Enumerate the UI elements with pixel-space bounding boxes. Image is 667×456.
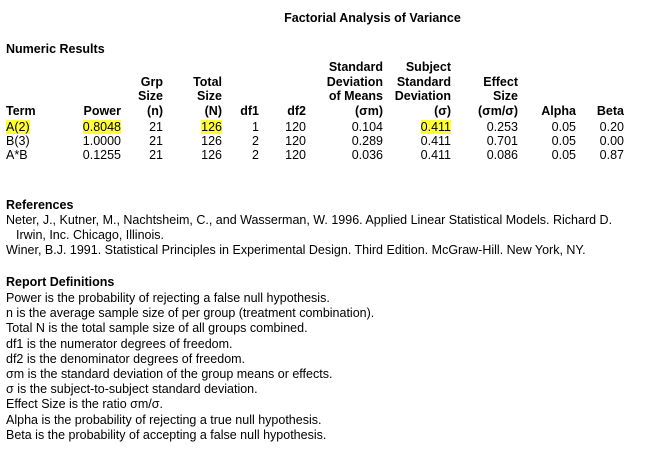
header-alpha-line-1: Alpha (541, 103, 576, 118)
cell-alpha-row-2: 0.05 (551, 134, 576, 148)
cell-es-row-1: 0.253 (486, 120, 518, 134)
header-total-line-3: (N) (204, 103, 222, 118)
header-power-line-1: Power (83, 103, 121, 118)
header-sdm-line-1: Standard (328, 60, 383, 74)
cell-df1-row-1: 1 (252, 120, 259, 134)
definition-line: Effect Size is the ratio σm/σ. (6, 397, 163, 412)
cell-df2-row-1: 120 (285, 120, 306, 134)
header-sss-line-4: (σ) (434, 103, 451, 118)
cell-df1-row-2: 2 (252, 134, 259, 148)
cell-alpha-row-3: 0.05 (551, 148, 576, 162)
header-total-line-1: Total (193, 74, 222, 89)
header-es-line-1: Effect (483, 74, 518, 89)
header-df1-line-1: df1 (240, 103, 259, 118)
cell-term-row-2: B(3) (6, 134, 30, 148)
cell-beta-row-1: 0.20 (599, 120, 624, 134)
cell-sdm-row-1: 0.104 (351, 120, 383, 134)
header-sdm-line-3: of Means (328, 89, 383, 103)
cell-total-row-3: 126 (201, 148, 222, 162)
header-beta-line-1: Beta (596, 103, 624, 118)
report-definitions-heading: Report Definitions (6, 275, 115, 289)
header-grp-line-2: Size (137, 89, 163, 103)
header-sss-line-3: Deviation (394, 89, 451, 103)
cell-sss-row-2: 0.411 (420, 134, 451, 148)
cell-df2-row-2: 120 (285, 134, 306, 148)
report-title: Factorial Analysis of Variance (284, 11, 461, 25)
references-heading: References (6, 198, 74, 212)
cell-power-row-1: 0.8048 (82, 120, 121, 134)
cell-df1-row-3: 2 (252, 148, 259, 162)
cell-term-row-1: A(2) (6, 120, 30, 134)
header-grp-line-3: (n) (147, 103, 163, 118)
cell-sss-row-1: 0.411 (420, 120, 451, 134)
header-total-line-2: Size (196, 89, 222, 103)
cell-es-row-2: 0.701 (486, 134, 518, 148)
header-es-line-3: (σm/σ) (477, 103, 518, 118)
cell-total-row-2: 126 (201, 134, 222, 148)
header-term-line-1: Term (6, 103, 36, 118)
header-es-line-2: Size (492, 89, 518, 103)
cell-power-row-2: 1.0000 (82, 134, 121, 148)
cell-sss-row-3: 0.411 (420, 148, 451, 162)
header-sss-line-1: Subject (405, 60, 451, 74)
cell-term-row-3: A*B (6, 148, 28, 162)
definition-line: n is the average sample size of per grou… (6, 306, 375, 321)
definition-line: σm is the standard deviation of the grou… (6, 367, 333, 381)
cell-power-row-3: 0.1255 (82, 148, 121, 162)
header-grp-line-1: Grp (140, 74, 163, 89)
header-sss-line-2: Standard (396, 74, 451, 89)
cell-grp-row-3: 21 (149, 148, 163, 162)
reference-1-line-2: Irwin, Inc. Chicago, Illinois. (16, 228, 164, 242)
cell-sdm-row-2: 0.289 (351, 134, 383, 148)
cell-beta-row-3: 0.87 (599, 148, 624, 162)
reference-1-line-1: Neter, J., Kutner, M., Nachtsheim, C., a… (6, 213, 613, 227)
definition-line: df2 is the denominator degrees of freedo… (6, 351, 246, 366)
cell-es-row-3: 0.086 (486, 148, 518, 162)
header-df2-line-1: df2 (287, 103, 306, 118)
definition-line: Total N is the total sample size of all … (6, 321, 308, 336)
header-sdm-line-2: Deviation (326, 74, 383, 89)
cell-grp-row-2: 21 (149, 134, 163, 148)
definition-line: σ is the subject-to-subject standard dev… (6, 382, 258, 397)
numeric-results-heading: Numeric Results (6, 42, 105, 56)
cell-grp-row-1: 21 (149, 120, 163, 134)
cell-alpha-row-1: 0.05 (551, 120, 576, 134)
cell-sdm-row-3: 0.036 (351, 148, 383, 162)
cell-total-row-1: 126 (201, 120, 222, 134)
definition-line: Power is the probability of rejecting a … (6, 291, 330, 305)
definition-line: Beta is the probability of accepting a f… (6, 427, 327, 442)
header-sdm-line-4: (σm) (355, 103, 383, 118)
definition-line: Alpha is the probability of rejecting a … (6, 412, 322, 427)
cell-df2-row-3: 120 (285, 148, 306, 162)
definition-line: df1 is the numerator degrees of freedom. (6, 336, 233, 351)
cell-beta-row-2: 0.00 (599, 134, 624, 148)
reference-2: Winer, B.J. 1991. Statistical Principles… (6, 243, 586, 257)
